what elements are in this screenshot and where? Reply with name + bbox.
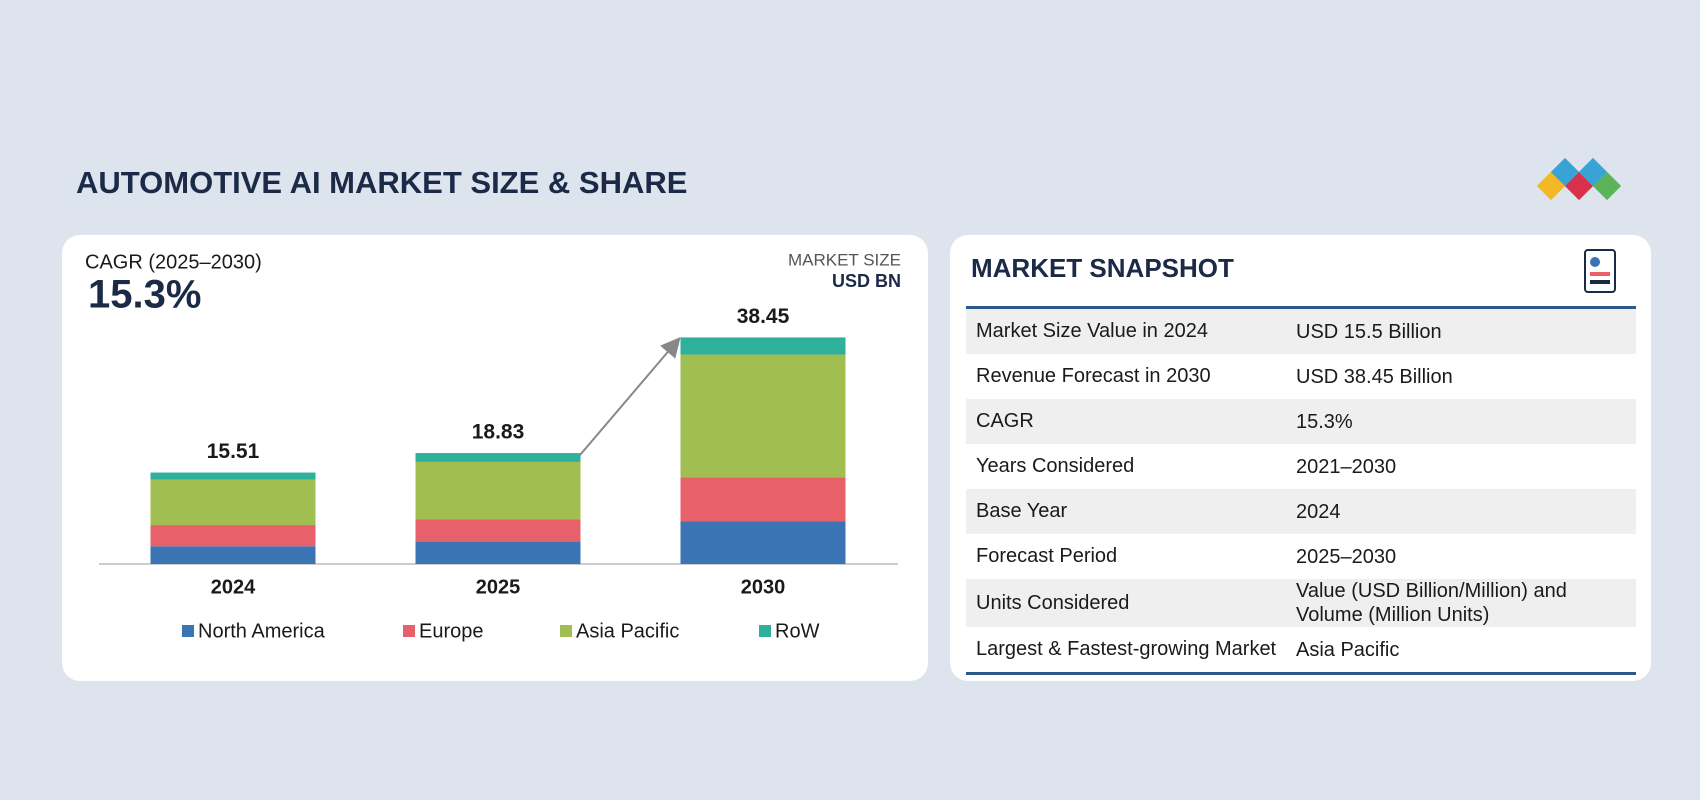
bar-segment xyxy=(680,477,846,522)
snapshot-row: Largest & Fastest-growing Market Asia Pac… xyxy=(966,627,1636,672)
row-label: Base Year xyxy=(976,500,1068,522)
bar-segment xyxy=(150,479,316,526)
row-label: Largest & Fastest-growing Market xyxy=(976,638,1277,660)
legend-label: Asia Pacific xyxy=(576,620,679,642)
row-value: 15.3% xyxy=(1296,410,1353,433)
row-value: Asia Pacific xyxy=(1296,638,1400,661)
cagr-label: CAGR (2025–2030) xyxy=(85,251,262,273)
legend-swatch xyxy=(560,625,572,637)
row-label: Years Considered xyxy=(976,455,1135,477)
snapshot-row: Units Considered Value (USD Billion/Milli… xyxy=(966,579,1636,627)
bar-segment xyxy=(415,461,581,520)
row-label: Units Considered xyxy=(976,591,1130,614)
snapshot-row: Years Considered 2021–2030 xyxy=(966,444,1636,489)
legend-swatch xyxy=(759,625,771,637)
cagr-value: 15.3% xyxy=(88,273,201,317)
logo xyxy=(1536,157,1622,201)
growth-arrow xyxy=(579,336,681,456)
row-label: Market Size Value in 2024 xyxy=(976,320,1208,342)
bar-segment xyxy=(680,337,846,355)
row-value: 2024 xyxy=(1296,500,1341,523)
bar-segment xyxy=(150,546,316,564)
report-icon xyxy=(1584,249,1616,293)
unit: USD BN xyxy=(832,271,901,291)
row-value: Value (USD Billion/Million) and Volume (… xyxy=(1296,580,1567,626)
legend-label: RoW xyxy=(775,620,820,642)
snapshot-row: CAGR 15.3% xyxy=(966,399,1636,444)
legend-swatch xyxy=(403,625,415,637)
bar-segment xyxy=(415,541,581,564)
snapshot-title: MARKET SNAPSHOT xyxy=(971,253,1234,283)
page-title: AUTOMOTIVE AI MARKET SIZE & SHARE xyxy=(76,165,687,200)
row-value: 2025–2030 xyxy=(1296,545,1397,568)
snapshot-table: Market Size Value in 2024 USD 15.5 Billio… xyxy=(966,306,1636,675)
snapshot-row: Forecast Period 2025–2030 xyxy=(966,534,1636,579)
total-label: 15.51 xyxy=(207,440,260,463)
total-label: 18.83 xyxy=(472,421,525,444)
snapshot-row: Revenue Forecast in 2030 USD 38.45 Billio… xyxy=(966,354,1636,399)
legend-swatch xyxy=(182,625,194,637)
x-tick-label: 2030 xyxy=(741,576,786,598)
total-label: 38.45 xyxy=(737,305,790,328)
snapshot-row: Market Size Value in 2024 USD 15.5 Billio… xyxy=(966,309,1636,354)
bar-segment xyxy=(680,354,846,478)
row-label: Forecast Period xyxy=(976,545,1118,567)
unit-label: MARKET SIZE xyxy=(788,250,901,269)
legend-label: North America xyxy=(198,620,326,642)
row-label: Revenue Forecast in 2030 xyxy=(976,365,1211,387)
bar-segment xyxy=(415,453,581,462)
x-tick-label: 2025 xyxy=(476,576,521,598)
bar-segment xyxy=(150,472,316,480)
bar-segment xyxy=(415,519,581,542)
snapshot-row: Base Year 2024 xyxy=(966,489,1636,534)
bar-segment xyxy=(680,521,846,564)
x-tick-label: 2024 xyxy=(211,576,256,598)
row-value: 2021–2030 xyxy=(1296,455,1397,478)
row-value: USD 38.45 Billion xyxy=(1296,365,1453,388)
row-value: USD 15.5 Billion xyxy=(1296,320,1442,343)
legend-label: Europe xyxy=(419,620,484,642)
row-label: CAGR xyxy=(976,410,1034,432)
bar-segment xyxy=(150,525,316,547)
